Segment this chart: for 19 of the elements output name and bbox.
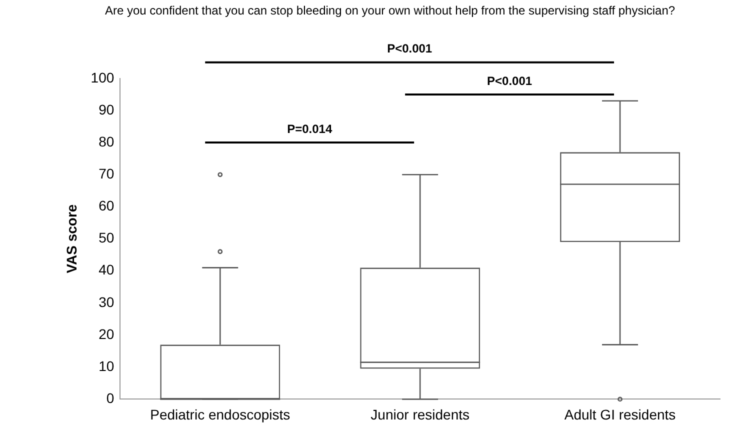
- y-tick-label: 20: [98, 326, 114, 342]
- y-tick-label: 90: [98, 101, 114, 118]
- y-tick-label: 70: [98, 166, 114, 182]
- annotation: P<0.001: [487, 74, 532, 88]
- y-tick-label: 80: [98, 133, 114, 150]
- y-tick-label: 0: [106, 390, 114, 406]
- y-tick-label: 40: [98, 262, 114, 278]
- chart-title: Are you confident that you can stop bleeding on your own without help from the supervising staff physician?: [104, 4, 676, 18]
- y-tick-label: 60: [98, 198, 114, 214]
- y-axis-title: VAS score: [63, 204, 80, 274]
- text: P<0.001: [387, 42, 432, 56]
- y-tick-label: 10: [98, 358, 114, 374]
- y-tick-label: 30: [98, 294, 114, 310]
- y-tick-label: 50: [98, 230, 114, 246]
- x-tick-label: Junior residents: [370, 406, 470, 422]
- x-tick-label: Adult GI residents: [564, 406, 676, 422]
- x-tick-label: Pediatric endoscopists: [150, 406, 290, 422]
- annotation: P=0.014: [287, 122, 332, 136]
- y-tick-label: 100: [90, 69, 114, 86]
